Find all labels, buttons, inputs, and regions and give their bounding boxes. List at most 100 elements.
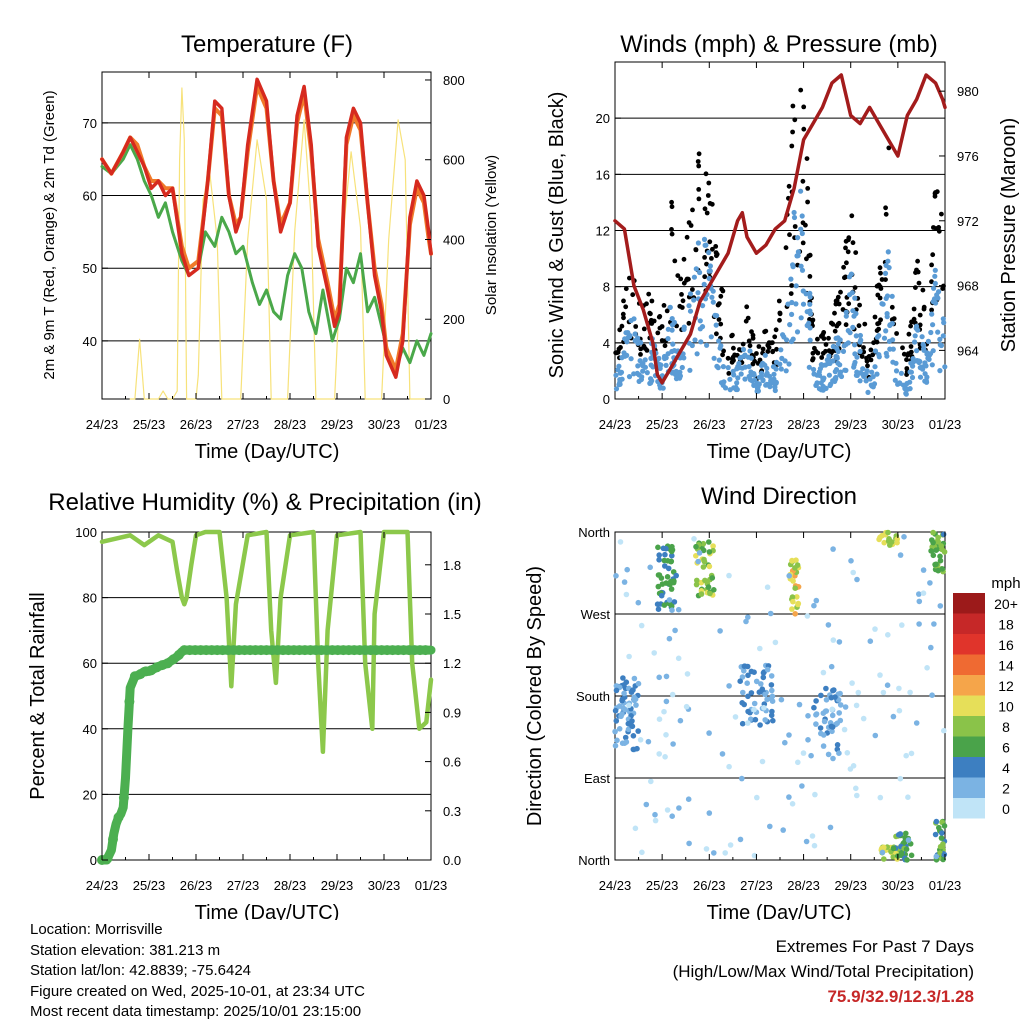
sonic-wind-point: [929, 362, 935, 368]
gust-point: [830, 321, 836, 327]
sonic-wind-point: [924, 374, 930, 380]
sonic-wind-point: [677, 369, 683, 375]
sonic-wind-point: [937, 368, 943, 374]
sonic-wind-point: [626, 374, 633, 380]
pressure-ytick-label: 968: [957, 279, 979, 294]
sonic-wind-point: [669, 322, 676, 328]
sonic-wind-point: [909, 374, 916, 381]
wind-direction-point: [879, 849, 886, 856]
gust-point: [621, 315, 626, 321]
sonic-wind-point: [711, 355, 717, 361]
gust-point: [720, 352, 725, 358]
sonic-wind-point: [691, 297, 697, 303]
sonic-wind-point: [940, 333, 946, 339]
sonic-wind-point: [820, 375, 826, 381]
sonic-wind-point: [940, 316, 946, 322]
sonic-wind-point: [778, 347, 784, 353]
sonic-wind-point: [937, 342, 943, 348]
gust-point: [857, 302, 862, 308]
sonic-wind-point: [840, 348, 847, 354]
sonic-wind-point: [874, 371, 880, 377]
wind-direction-point: [635, 728, 641, 734]
sonic-wind-point: [800, 301, 807, 307]
sonic-wind-point: [835, 348, 841, 355]
gust-point: [695, 159, 701, 164]
sonic-wind-point: [853, 333, 859, 339]
wind-direction-point: [668, 548, 675, 555]
sonic-wind-point: [920, 366, 926, 372]
wind-direction-point: [709, 575, 716, 581]
gust-point: [810, 356, 816, 361]
gust-point: [657, 325, 663, 331]
wind-direction-point: [741, 668, 747, 674]
sonic-wind-point: [627, 334, 633, 340]
sonic-wind-point: [773, 359, 780, 365]
wind-direction-point: [941, 823, 948, 829]
gust-point: [777, 317, 782, 323]
gust-point: [617, 327, 623, 333]
wind-direction-point: [669, 813, 675, 819]
wind-direction-point: [780, 827, 786, 833]
wind-direction-point: [792, 585, 798, 591]
gust-point: [773, 327, 779, 333]
wind-direction-point: [933, 853, 940, 860]
sonic-wind-point: [708, 334, 714, 340]
temperature-ylabel: 2m & 9m T (Red, Orange) & 2m Td (Green): [41, 90, 58, 379]
wind-direction-point: [613, 683, 620, 689]
wind-direction-point: [745, 672, 751, 679]
sonic-wind-point: [663, 362, 669, 368]
wind-direction-point: [941, 851, 948, 858]
wind-direction-point: [624, 566, 630, 573]
sonic-wind-point: [622, 353, 628, 359]
gust-point: [690, 207, 695, 213]
sonic-wind-point: [919, 334, 925, 340]
humidity-xtick-label: 29/23: [321, 878, 354, 893]
gust-point: [838, 289, 843, 295]
sonic-wind-point: [798, 315, 804, 321]
gust-point: [619, 323, 625, 329]
gust-point: [936, 228, 942, 234]
gust-point: [936, 225, 942, 230]
gust-point: [765, 349, 771, 354]
sonic-wind-point: [835, 341, 841, 347]
sonic-wind-point: [860, 366, 866, 372]
wind-direction-point: [768, 673, 775, 679]
wind-direction-point: [767, 610, 774, 617]
gust-point: [843, 322, 849, 328]
gust-point: [646, 291, 652, 297]
speed-legend-swatch: [953, 593, 985, 614]
gust-point: [696, 196, 702, 202]
wind-direction-point: [752, 716, 759, 723]
sonic-wind-point: [833, 367, 840, 373]
wind-direction-point: [884, 682, 891, 688]
sonic-wind-point: [737, 355, 743, 361]
humidity-plot-frame: [101, 531, 432, 861]
wind-direction-point: [726, 763, 732, 770]
sonic-wind-point: [925, 338, 932, 344]
sonic-wind-point: [876, 352, 882, 358]
speed-legend-label: 8: [1002, 719, 1010, 735]
wind-direction-point: [739, 775, 745, 782]
station-location: Location: Morrisville: [30, 921, 163, 938]
sonic-wind-point: [669, 370, 675, 376]
gust-point: [790, 103, 796, 109]
wind-direction-point: [829, 712, 836, 719]
gust-point: [908, 344, 914, 349]
gust-point: [679, 292, 684, 297]
wind-direction-point: [656, 552, 662, 558]
sonic-wind-point: [852, 295, 858, 301]
sonic-wind-point: [670, 341, 676, 347]
gust-point: [786, 183, 792, 189]
wind-direction-point: [711, 850, 717, 856]
wind-direction-point: [668, 558, 675, 565]
sonic-wind-point: [635, 363, 641, 369]
wind-direction-ytick-label: North: [578, 525, 610, 540]
wind-direction-point: [897, 775, 904, 782]
wind-direction-point: [939, 566, 946, 572]
sonic-wind-point: [740, 346, 747, 353]
winds-xtick-label: 30/23: [882, 417, 915, 432]
wind-direction-point: [829, 728, 835, 735]
gust-point: [911, 306, 917, 312]
wind-direction-point: [905, 837, 912, 843]
sonic-wind-point: [617, 377, 623, 383]
